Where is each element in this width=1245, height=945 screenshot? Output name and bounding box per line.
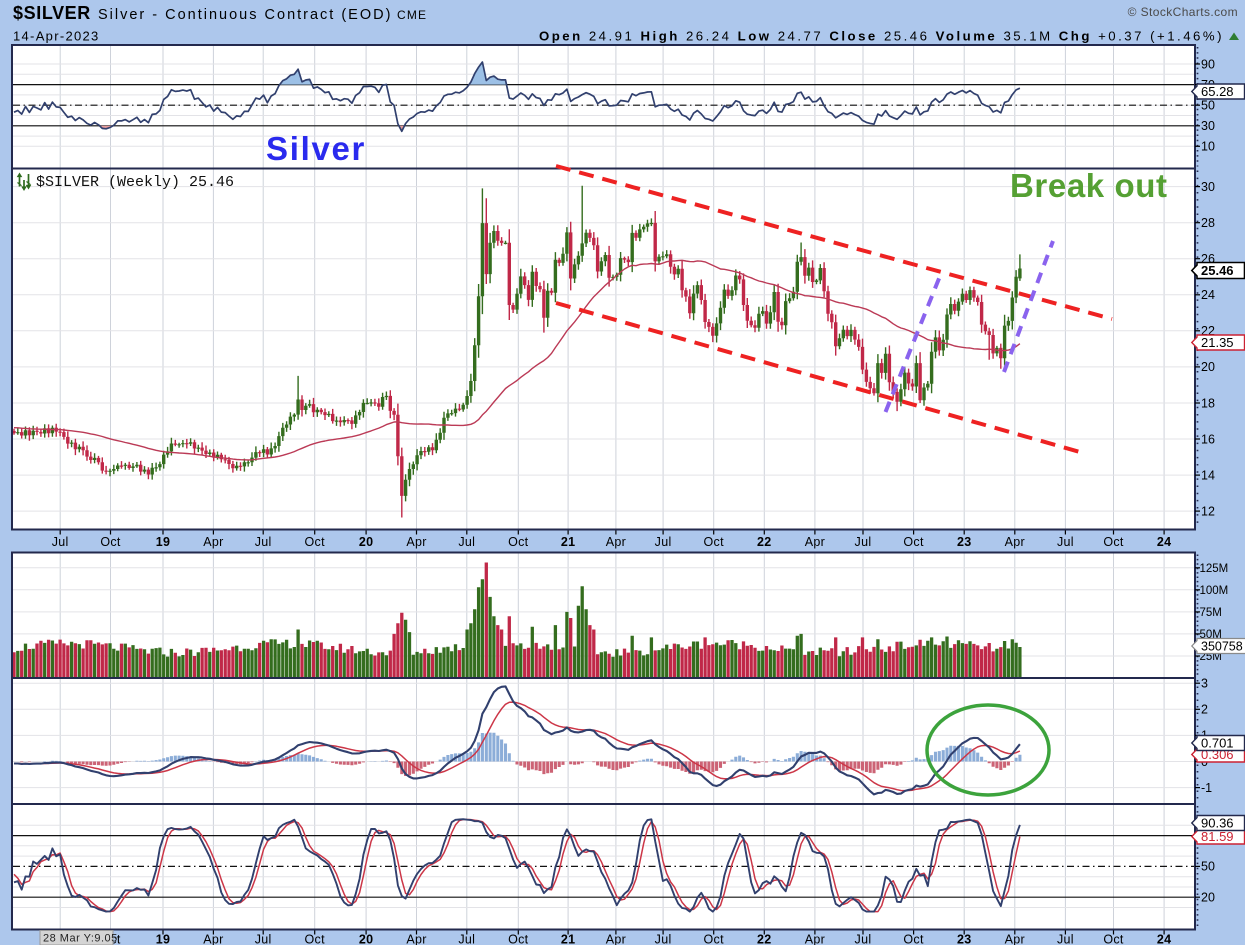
svg-text:Oct: Oct	[704, 933, 725, 945]
svg-text:3: 3	[1201, 677, 1208, 691]
svg-text:21.35: 21.35	[1201, 335, 1234, 350]
svg-text:Apr: Apr	[203, 535, 223, 549]
svg-text:21: 21	[561, 535, 576, 549]
svg-text:Jul: Jul	[255, 933, 272, 945]
svg-text:Jul: Jul	[458, 535, 475, 549]
svg-text:12: 12	[1201, 504, 1215, 518]
svg-text:Oct: Oct	[903, 535, 924, 549]
svg-text:24: 24	[1157, 535, 1172, 549]
svg-text:Apr: Apr	[406, 535, 426, 549]
svg-text:Apr: Apr	[203, 933, 223, 945]
svg-text:81.59: 81.59	[1201, 829, 1234, 844]
svg-text:Apr: Apr	[1005, 933, 1025, 945]
svg-text:20: 20	[1201, 891, 1215, 905]
svg-text:Jul: Jul	[855, 933, 872, 945]
svg-text:Oct: Oct	[508, 535, 529, 549]
svg-text:25.46: 25.46	[1201, 263, 1234, 278]
svg-text:23: 23	[957, 535, 972, 549]
svg-text:Apr: Apr	[606, 535, 626, 549]
svg-text:22: 22	[757, 933, 772, 945]
svg-text:65.28: 65.28	[1201, 84, 1234, 99]
svg-text:14: 14	[1201, 468, 1215, 482]
svg-text:Apr: Apr	[805, 535, 825, 549]
svg-text:Break out: Break out	[1010, 167, 1168, 204]
svg-text:125M: 125M	[1200, 563, 1229, 575]
svg-text:Jul: Jul	[655, 933, 672, 945]
svg-text:22: 22	[757, 535, 772, 549]
svg-text:Silver: Silver	[266, 130, 366, 167]
svg-text:© StockCharts.com: © StockCharts.com	[1128, 5, 1238, 19]
svg-text:Jul: Jul	[1057, 535, 1074, 549]
svg-text:350758: 350758	[1201, 640, 1243, 654]
svg-text:23: 23	[957, 933, 972, 945]
svg-text:Apr: Apr	[606, 933, 626, 945]
svg-text:Apr: Apr	[406, 933, 426, 945]
svg-text:Oct: Oct	[704, 535, 725, 549]
svg-text:90: 90	[1201, 57, 1215, 71]
svg-text:CME: CME	[397, 8, 427, 22]
svg-text:Jul: Jul	[855, 535, 872, 549]
svg-text:20: 20	[1201, 360, 1215, 374]
svg-text:Open 24.91 High 26.24 Low 24.7: Open 24.91 High 26.24 Low 24.77 Close 25…	[539, 29, 1224, 44]
svg-text:28: 28	[1201, 216, 1215, 230]
svg-text:$SILVER (Weekly) 25.46: $SILVER (Weekly) 25.46	[36, 174, 234, 191]
svg-text:Oct: Oct	[1103, 535, 1124, 549]
svg-text:16: 16	[1201, 432, 1215, 446]
svg-text:Jul: Jul	[655, 535, 672, 549]
svg-text:14-Apr-2023: 14-Apr-2023	[13, 29, 100, 44]
svg-text:Apr: Apr	[1005, 535, 1025, 549]
svg-text:Apr: Apr	[805, 933, 825, 945]
svg-text:Oct: Oct	[1103, 933, 1124, 945]
svg-text:2: 2	[1201, 703, 1208, 717]
svg-text:50: 50	[1201, 99, 1215, 113]
svg-text:18: 18	[1201, 396, 1215, 410]
svg-text:0.701: 0.701	[1201, 736, 1234, 751]
svg-text:Jul: Jul	[52, 535, 69, 549]
svg-text:Jul: Jul	[458, 933, 475, 945]
svg-text:20: 20	[359, 933, 374, 945]
svg-text:Jul: Jul	[255, 535, 272, 549]
svg-text:90.36: 90.36	[1201, 816, 1234, 831]
svg-text:Oct: Oct	[508, 933, 529, 945]
svg-text:24: 24	[1157, 933, 1172, 945]
svg-text:-1: -1	[1201, 781, 1212, 795]
svg-text:Oct: Oct	[100, 535, 121, 549]
svg-text:50: 50	[1201, 860, 1215, 874]
svg-text:75M: 75M	[1200, 607, 1222, 619]
svg-text:30: 30	[1201, 119, 1215, 133]
svg-text:30: 30	[1201, 180, 1215, 194]
svg-text:19: 19	[156, 535, 171, 549]
svg-text:Jul: Jul	[1057, 933, 1074, 945]
svg-text:19: 19	[156, 933, 171, 945]
svg-text:Oct: Oct	[903, 933, 924, 945]
svg-text:24: 24	[1201, 288, 1215, 302]
svg-text:20: 20	[359, 535, 374, 549]
svg-text:21: 21	[561, 933, 576, 945]
svg-text:$SILVER: $SILVER	[13, 3, 91, 23]
svg-text:100M: 100M	[1200, 585, 1229, 597]
svg-text:Silver - Continuous Contract (: Silver - Continuous Contract (EOD)	[98, 7, 392, 23]
svg-text:28 Mar Y:9.05: 28 Mar Y:9.05	[43, 933, 118, 945]
svg-text:10: 10	[1201, 140, 1215, 154]
svg-text:Oct: Oct	[305, 535, 326, 549]
svg-text:Oct: Oct	[305, 933, 326, 945]
